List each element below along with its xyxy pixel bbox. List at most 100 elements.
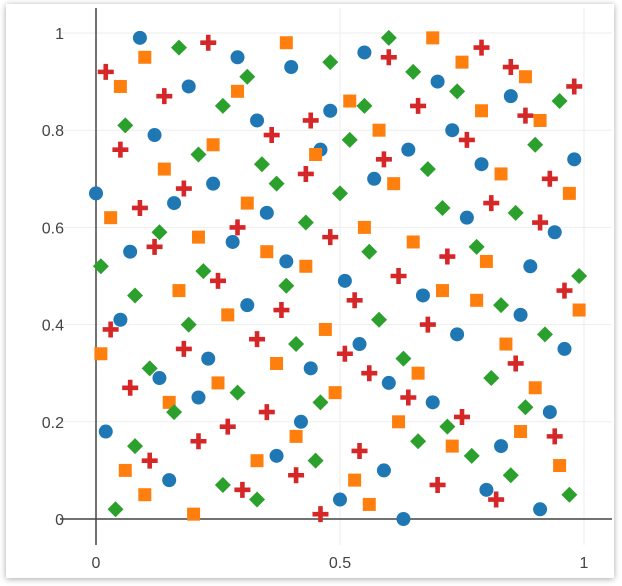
data-point-square [206,138,220,152]
data-point-circle [152,371,167,386]
data-point-circle [225,234,240,249]
data-point-square [435,284,449,298]
data-point-circle [415,288,430,303]
data-point-cross [517,107,534,124]
data-point-square [372,123,386,137]
data-point-diamond [434,199,451,216]
data-point-circle [523,259,538,274]
data-point-cross [263,127,280,144]
data-point-diamond [127,438,144,455]
data-point-circle [303,361,318,376]
data-point-cross [200,34,217,51]
data-point-square [240,196,254,210]
data-point-cross [234,481,251,498]
data-point-circle [323,103,338,118]
data-point-circle [337,273,352,288]
data-point-diamond [536,326,553,343]
data-point-cross [454,408,471,425]
data-point-diamond [463,447,480,464]
data-point-diamond [170,39,187,56]
data-point-circle [352,337,367,352]
data-point-cross [97,63,114,80]
data-point-cross [312,506,329,523]
gridlines [60,8,612,545]
data-point-diamond [571,268,588,284]
data-point-circle [113,312,128,327]
data-point-diamond [527,136,544,153]
data-point-circle [269,448,284,463]
data-point-circle [425,395,440,410]
data-point-square [470,293,484,307]
data-point-diamond [483,370,500,387]
data-point-cross [532,214,549,231]
data-point-circle [132,30,147,45]
data-point-cross [507,355,524,372]
data-point-cross [541,170,558,187]
data-point-square [172,284,186,298]
data-point-diamond [468,238,485,255]
data-point-square [328,386,342,400]
data-point-cross [175,180,192,197]
data-point-square [528,381,542,395]
data-point-cross [102,321,119,338]
data-point-diamond [214,476,231,493]
data-point-square [562,186,576,200]
data-point-diamond [561,486,578,503]
data-point-square [348,473,362,487]
data-point-cross [390,268,407,285]
data-point-cross [288,467,305,484]
data-point-diamond [180,316,197,333]
data-point-diamond [493,297,510,314]
data-point-square [318,322,332,336]
data-point-cross [375,151,392,168]
data-point-circle [259,205,274,220]
data-point-diamond [127,287,144,304]
data-point-square [231,84,245,98]
data-point-diamond [551,93,568,110]
data-point-diamond [356,97,373,114]
data-point-cross [229,219,246,236]
data-point-diamond [439,418,456,435]
data-point-square [104,211,118,225]
data-point-diamond [507,204,524,221]
data-point-cross [336,345,353,362]
data-point-diamond [395,350,412,367]
data-point-square [445,439,459,453]
data-point-circle [567,152,582,167]
data-point-cross [400,389,417,406]
data-point-circle [513,307,528,322]
data-point-diamond [229,384,246,401]
data-point-circle [123,244,138,259]
y-tick-label: 0.2 [42,415,64,432]
data-point-cross [410,97,427,114]
data-point-cross [473,39,490,56]
data-point-cross [546,428,563,445]
data-point-diamond [332,185,348,202]
data-point-circle [474,157,489,172]
data-point-cross [210,272,226,289]
data-point-square [362,497,376,511]
data-point-diamond [361,243,378,260]
data-point-square [392,415,406,429]
data-point-square [494,167,508,181]
data-point-diamond [253,156,270,173]
data-point-diamond [278,277,295,294]
data-point-diamond [297,214,314,231]
data-point-circle [445,123,460,138]
data-point-circle [333,492,347,507]
data-point-square [94,347,108,361]
data-point-circle [542,405,557,420]
data-point-circle [167,196,182,211]
data-point-diamond [322,54,339,71]
data-point-circle [357,45,372,60]
data-point-circle [376,463,391,478]
data-point-square [138,50,152,64]
data-point-square [426,31,440,45]
y-tick-label: 0.8 [42,123,64,140]
data-point-square [411,366,425,380]
data-point-diamond [307,452,324,469]
data-point-square [572,303,586,317]
data-point-cross [346,292,363,309]
data-point-circle [162,473,177,488]
